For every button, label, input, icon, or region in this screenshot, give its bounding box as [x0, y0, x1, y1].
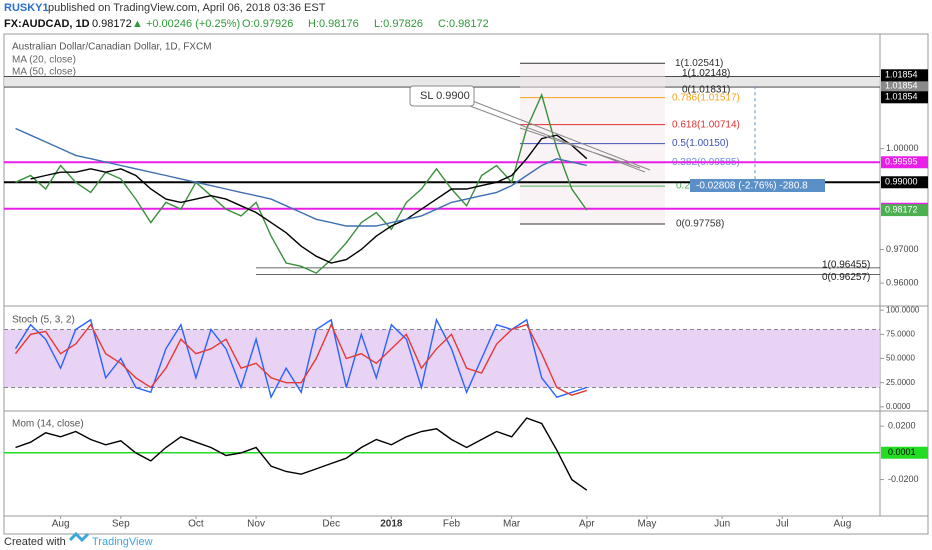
series-line — [15, 92, 588, 274]
series-line — [15, 417, 588, 491]
footer-created: Created with — [4, 536, 66, 548]
x-tick-label: Oct — [188, 519, 204, 530]
y-tick-label: 0.0000 — [886, 402, 911, 411]
high: H:0.98176 — [308, 18, 359, 30]
stoch-band — [4, 329, 880, 388]
x-tick-label: Aug — [834, 519, 852, 530]
series-line — [14, 317, 588, 400]
frame — [3, 33, 929, 535]
price-box — [881, 69, 928, 82]
symbol: FX:AUDCAD, 1D — [4, 18, 90, 30]
y-tick-label: 1.00000 — [886, 143, 919, 153]
price-box-label: 0.99000 — [885, 177, 918, 187]
x-tick-label: Aug — [52, 519, 70, 530]
measure-label: -0.02808 (-2.76%) -280.8 — [696, 181, 808, 192]
x-tick-label: Feb — [443, 519, 461, 530]
y-tick-label: 25.0000 — [886, 378, 915, 387]
fib-label: 1(1.02541) — [675, 58, 723, 69]
change: ▲ +0.00246 (+0.25%) — [132, 18, 240, 30]
y-tick-label: 50.0000 — [886, 354, 915, 363]
legend-entry: MA (50, close) — [12, 67, 76, 78]
user: RUSKY1 — [4, 2, 49, 14]
fib-label: 0.5(1.00150) — [672, 138, 729, 149]
x-tick-label: Nov — [247, 519, 265, 530]
sl-box — [409, 85, 475, 107]
fib-label: 1(1.02148) — [682, 68, 730, 79]
fib-label: 0(0.96257) — [822, 272, 870, 283]
price-box-label: 1.01854 — [885, 81, 918, 91]
x-tick-label: Jul — [776, 519, 789, 530]
price-box — [881, 204, 928, 217]
low: L:0.97826 — [374, 18, 423, 30]
sl-pointer — [469, 99, 651, 173]
last: 0.98172 — [92, 18, 132, 30]
price-box — [881, 80, 928, 93]
y-tick-label: 0.96000 — [886, 278, 919, 288]
y-tick-label: 100.0000 — [886, 305, 920, 314]
fib-label: 0.618(1.00714) — [672, 119, 740, 130]
x-tick-label: 2018 — [380, 519, 403, 530]
y-tick-label: 75.0000 — [886, 329, 915, 338]
series-line — [14, 322, 588, 396]
y-tick-label: -0.0200 — [888, 474, 919, 484]
x-tick-label: Sep — [112, 519, 130, 530]
price-box — [881, 156, 928, 169]
legend-entry: MA (20, close) — [12, 55, 76, 66]
x-tick-label: Mar — [503, 519, 521, 530]
fib-label: 0(1.01831) — [682, 85, 730, 96]
footer-brand: TradingView — [92, 536, 153, 548]
x-tick-label: Dec — [322, 519, 340, 530]
pane-title: Stoch (5, 3, 2) — [12, 315, 75, 326]
logo — [68, 531, 90, 543]
x-tick-label: Jun — [714, 519, 730, 530]
open: O:0.97926 — [242, 18, 293, 30]
price-box — [881, 91, 928, 104]
sl-label: SL 0.9900 — [420, 90, 470, 102]
y-tick-label: 0.97000 — [886, 244, 919, 254]
price-box-label: 1.01854 — [885, 92, 918, 102]
published: published on TradingView.com, April 06, … — [48, 2, 326, 14]
close: C:0.98172 — [438, 18, 489, 30]
y-tick-label: 0.0200 — [888, 421, 916, 431]
fib-zone — [4, 76, 880, 88]
series-line — [30, 134, 588, 264]
fib-label: 0(0.97758) — [676, 219, 724, 230]
price-box-label: 1.01854 — [885, 70, 918, 80]
x-tick-label: May — [638, 519, 657, 530]
measure-box — [690, 179, 825, 192]
fib-label: 0.786(1.01517) — [672, 92, 740, 103]
series-line — [15, 127, 587, 227]
price-box-label: 0.99595 — [885, 157, 918, 167]
price-box-label: 0.0001 — [888, 447, 916, 457]
price-box — [881, 176, 928, 189]
price-box-label: 0.98172 — [885, 204, 918, 214]
price-box — [881, 446, 928, 459]
fib-label: 1(0.96455) — [822, 259, 870, 270]
pane-title: Mom (14, close) — [12, 419, 84, 430]
legend-title: Australian Dollar/Canadian Dollar, 1D, F… — [12, 42, 212, 53]
x-tick-label: Apr — [579, 519, 595, 530]
